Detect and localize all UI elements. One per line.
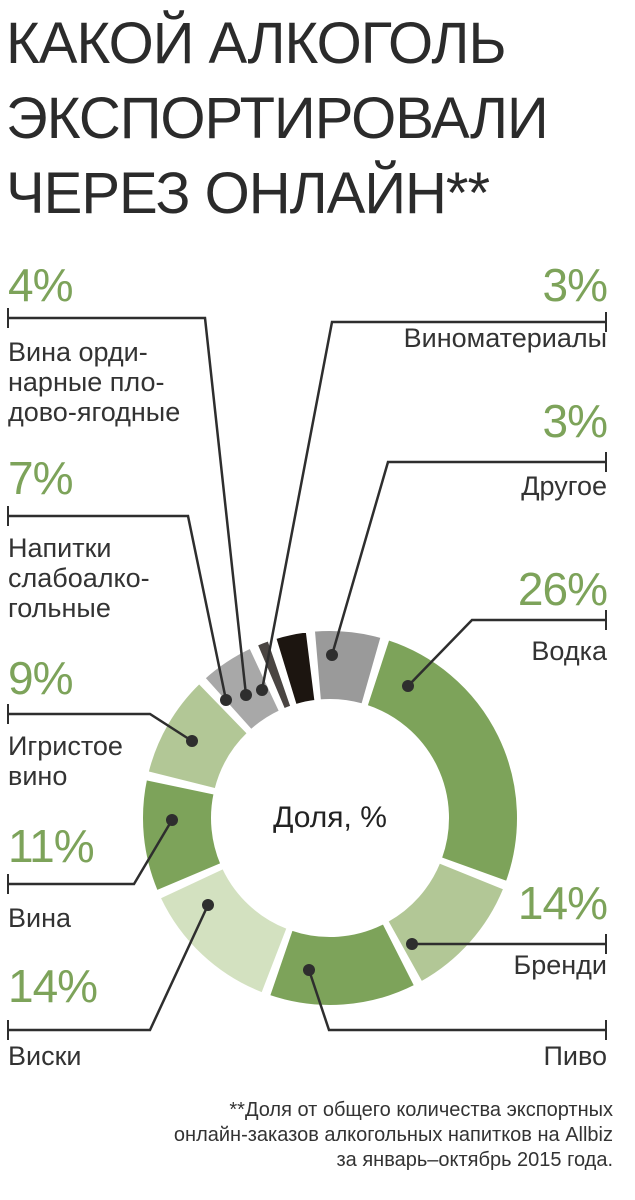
leader-dot-виски bbox=[202, 899, 214, 911]
slice-виски bbox=[158, 866, 289, 995]
leader-line-виноматериалы bbox=[260, 320, 606, 691]
footnote: **Доля от общего количества экспортных о… bbox=[173, 1099, 613, 1171]
title-line-1: КАКОЙ АЛКОГОЛЬ bbox=[6, 11, 507, 76]
slice-вина-ординарные-плодово-ягодные bbox=[255, 639, 293, 711]
category-label-vodka: Водка bbox=[531, 636, 607, 666]
chart-title: КАКОЙ АЛКОГОЛЬ ЭКСПОРТИРОВАЛИ ЧЕРЕЗ ОНЛА… bbox=[6, 6, 549, 231]
slice-пиво bbox=[267, 921, 417, 1007]
leader-dot-виноматериалы bbox=[256, 684, 268, 696]
value-label-vina: 11% bbox=[8, 820, 95, 872]
value-label-vina-ordinarnye: 4% bbox=[8, 259, 73, 311]
category-label-vina-ordinarnye: Вина орди- нарные пло- дово-ягодные bbox=[8, 337, 181, 427]
value-label-napitki: 7% bbox=[8, 452, 73, 504]
center-label: Доля, % bbox=[273, 801, 387, 834]
category-label-drugoe: Другое bbox=[521, 471, 607, 501]
category-label-brendi: Бренди bbox=[513, 950, 608, 980]
leader-dot-другое bbox=[326, 649, 338, 661]
leader-dot-вина-ординарные-плодово-ягодные bbox=[240, 689, 252, 701]
leader-dot-пиво bbox=[303, 964, 315, 976]
value-label-vodka: 26% bbox=[517, 563, 608, 615]
category-label-viski: Виски bbox=[8, 1041, 82, 1071]
leader-line-другое bbox=[330, 460, 606, 656]
leader-line-игристое-вино bbox=[8, 712, 193, 743]
leader-line-вина-ординарные-плодово-ягодные bbox=[8, 316, 248, 696]
leader-dot-водка bbox=[402, 680, 414, 692]
leader-dot-игристое-вино bbox=[186, 735, 198, 747]
category-label-igristoe: Игристое вино bbox=[8, 731, 123, 791]
leader-line-вина bbox=[8, 819, 174, 886]
title-line-2: ЭКСПОРТИРОВАЛИ bbox=[6, 86, 549, 151]
slice-вина bbox=[141, 778, 223, 893]
slice-игристое-вино bbox=[146, 681, 250, 791]
value-label-igristoe: 9% bbox=[8, 652, 73, 704]
leader-dot-бренди bbox=[406, 938, 418, 950]
category-label-napitki: Напитки слабоалко- гольные bbox=[8, 533, 150, 623]
leader-line-напитки-слабоалкогольные bbox=[8, 514, 228, 701]
value-label-drugoe: 3% bbox=[542, 395, 608, 447]
category-label-vinomaterialy: Виноматериалы bbox=[403, 323, 607, 353]
slice-водка bbox=[365, 638, 519, 884]
category-label-pivo: Пиво bbox=[543, 1041, 607, 1071]
slice-другое bbox=[312, 629, 383, 706]
leader-dot-напитки-слабоалкогольные bbox=[220, 694, 232, 706]
slice-бренди bbox=[386, 861, 506, 984]
leader-line-виски bbox=[8, 904, 210, 1032]
category-label-vina: Вина bbox=[8, 903, 72, 933]
leader-dot-вина bbox=[166, 814, 178, 826]
slice-виноматериалы bbox=[274, 630, 317, 707]
value-label-vinomaterialy: 3% bbox=[542, 259, 608, 311]
value-label-viski: 14% bbox=[8, 960, 98, 1012]
leader-line-водка bbox=[407, 618, 606, 687]
leader-line-пиво bbox=[307, 969, 606, 1032]
value-label-brendi: 14% bbox=[517, 877, 608, 929]
title-line-3: ЧЕРЕЗ ОНЛАЙН** bbox=[6, 161, 490, 226]
